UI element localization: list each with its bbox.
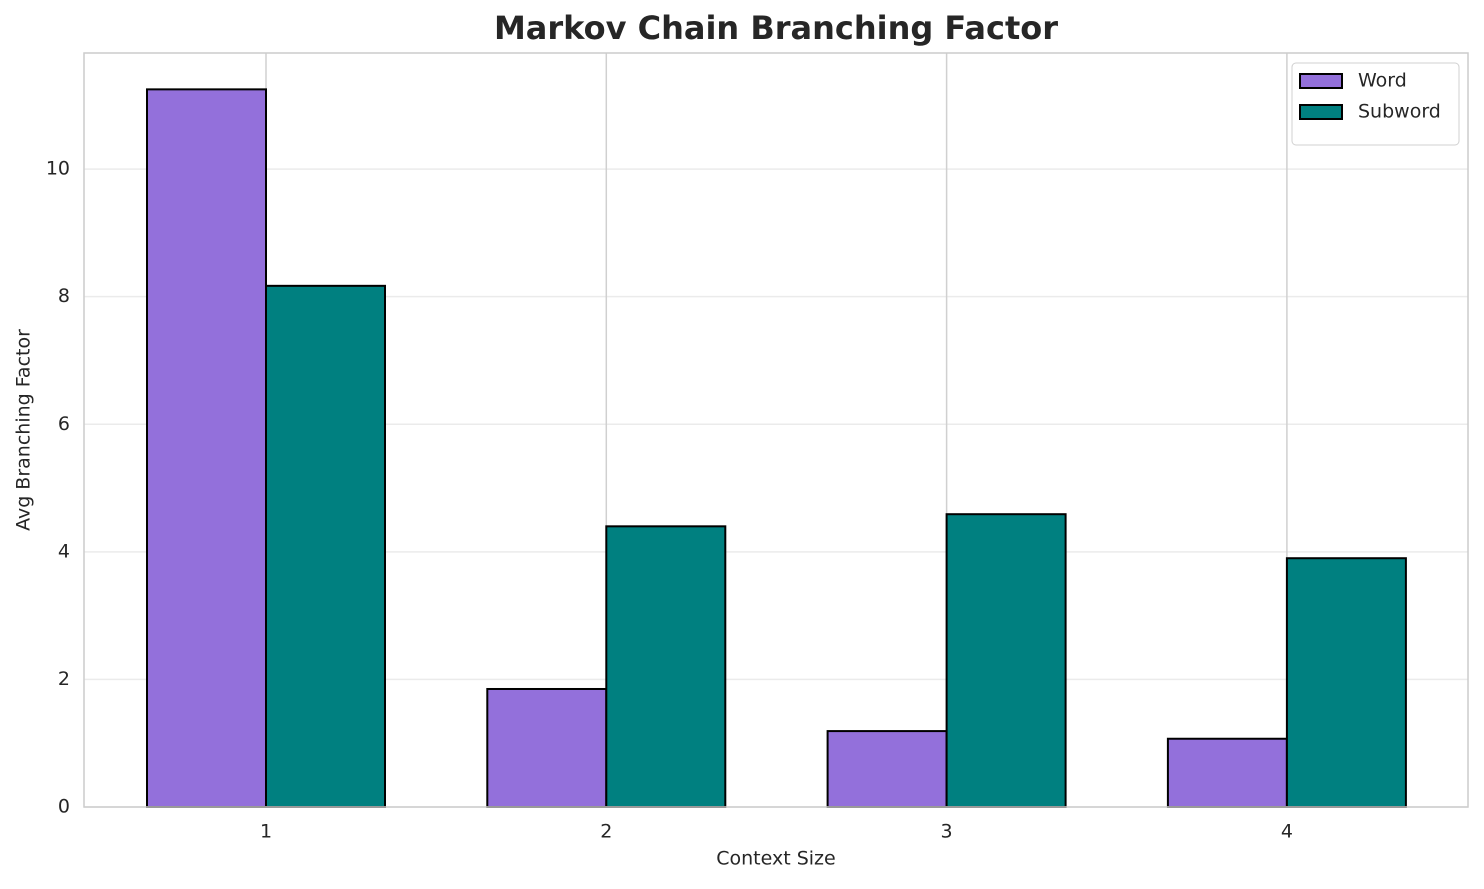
bar — [265, 284, 386, 808]
y-tick-label: 10 — [46, 158, 70, 180]
plot-frame — [83, 52, 1469, 808]
y-tick-label: 6 — [58, 413, 70, 435]
bar — [486, 687, 608, 808]
bar — [146, 88, 267, 808]
y-tick-label: 8 — [58, 285, 70, 307]
bar — [1285, 557, 1407, 808]
bar — [945, 513, 1067, 809]
y-tick-label: 4 — [58, 540, 70, 562]
x-tick-label: 3 — [941, 821, 953, 843]
chart-title: Markov Chain Branching Factor — [494, 9, 1058, 47]
bar — [605, 525, 727, 808]
legend-label: Word — [1358, 70, 1407, 92]
x-tick-label: 1 — [260, 821, 272, 843]
y-axis-label: Avg Branching Factor — [13, 329, 35, 531]
x-axis-label: Context Size — [716, 848, 835, 870]
legend-label: Subword — [1358, 101, 1441, 123]
legend-swatch — [1299, 104, 1343, 120]
y-tick-label: 2 — [58, 668, 70, 690]
legend-swatch — [1299, 73, 1343, 89]
bar — [826, 730, 948, 808]
bar — [1166, 737, 1288, 809]
x-tick-label: 4 — [1281, 821, 1293, 843]
x-tick-label: 2 — [600, 821, 612, 843]
y-tick-label: 0 — [58, 796, 70, 818]
